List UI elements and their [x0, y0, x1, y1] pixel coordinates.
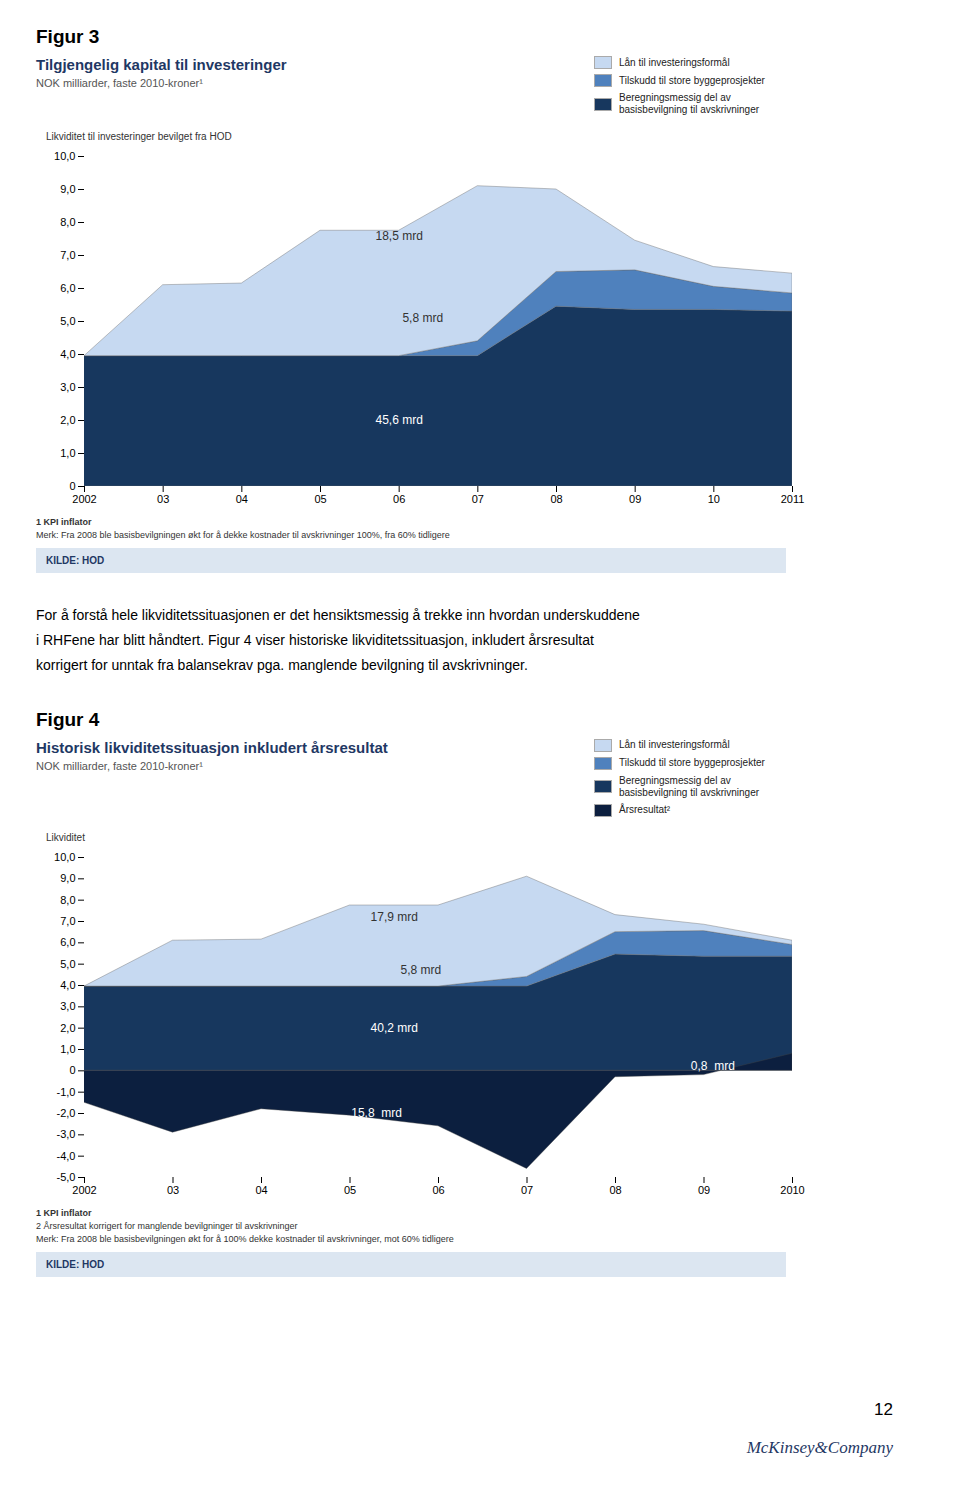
svg-text:08: 08 [609, 1184, 621, 1196]
svg-text:9,0: 9,0 [60, 183, 75, 195]
svg-text:2,0: 2,0 [60, 414, 75, 426]
svg-text:3,0: 3,0 [60, 381, 75, 393]
svg-text:10,0: 10,0 [54, 851, 75, 863]
html-text:McKinsey&Company: McKinsey&Company [746, 1438, 893, 1457]
svg-text:07: 07 [472, 493, 484, 505]
svg-text:09: 09 [629, 493, 641, 505]
svg-text:5,8 mrd: 5,8 mrd [402, 311, 443, 325]
svg-text:4,0: 4,0 [60, 979, 75, 991]
svg-text:18,5 mrd: 18,5 mrd [375, 229, 422, 243]
svg-text:6,0: 6,0 [60, 936, 75, 948]
html-text:1 KPI inflator: 1 KPI inflator [36, 1207, 92, 1218]
svg-text:2010: 2010 [780, 1184, 804, 1196]
html-text:2 Årsresultat korrigert for ma: 2 Årsresultat korrigert for manglende be… [36, 1220, 298, 1231]
html-text:Beregningsmessig del av basisb: Beregningsmessig del av basisbevilgning … [619, 92, 760, 115]
html-text:Merk: Fra 2008 ble basisbevilg: Merk: Fra 2008 ble basisbevilgningen økt… [36, 530, 450, 540]
svg-text:5,0: 5,0 [60, 957, 75, 969]
html-text:Årsresultat²: Årsresultat² [619, 804, 671, 816]
svg-text:-5,0: -5,0 [57, 1171, 76, 1183]
html-text:Lån til investeringsformål: Lån til investeringsformål [619, 739, 730, 751]
svg-text:05: 05 [344, 1184, 356, 1196]
svg-text:-3,0: -3,0 [57, 1128, 76, 1140]
svg-text:0: 0 [69, 480, 75, 492]
svg-text:17,9 mrd: 17,9 mrd [371, 910, 418, 924]
svg-text:40,2 mrd: 40,2 mrd [371, 1021, 418, 1035]
svg-text:2002: 2002 [72, 1184, 96, 1196]
html-text:Figur 3: Figur 3 [36, 26, 100, 47]
html-text:Figur 4: Figur 4 [36, 708, 100, 730]
svg-text:10: 10 [708, 493, 720, 505]
svg-text:7,0: 7,0 [60, 915, 75, 927]
svg-text:0: 0 [69, 1064, 75, 1076]
svg-text:45,6 mrd: 45,6 mrd [375, 413, 422, 427]
svg-text:06: 06 [432, 1184, 444, 1196]
svg-text:-1,0: -1,0 [57, 1085, 76, 1097]
html-text:KILDE: HOD: KILDE: HOD [46, 555, 105, 566]
svg-text:10,0: 10,0 [54, 150, 75, 162]
svg-text:8,0: 8,0 [60, 216, 75, 228]
svg-text:-4,0: -4,0 [57, 1149, 76, 1161]
html-text:Likviditet: Likviditet [46, 831, 85, 843]
svg-text:09: 09 [698, 1184, 710, 1196]
svg-text:04: 04 [255, 1184, 267, 1196]
svg-text:2002: 2002 [72, 493, 96, 505]
svg-text:6,0: 6,0 [60, 282, 75, 294]
html-text:1 KPI inflator: 1 KPI inflator [36, 517, 92, 527]
html-text:i RHFene har blitt håndtert. F: i RHFene har blitt håndtert. Figur 4 vis… [36, 632, 594, 649]
svg-text:5,8 mrd: 5,8 mrd [400, 963, 441, 977]
html-text:KILDE: HOD: KILDE: HOD [46, 1258, 105, 1270]
svg-text:1,0: 1,0 [60, 447, 75, 459]
html-text:Historisk likviditetssituasjon: Historisk likviditetssituasjon inkludert… [36, 738, 388, 756]
html-text:Merk: Fra 2008 ble basisbevilg: Merk: Fra 2008 ble basisbevilgningen økt… [36, 1233, 454, 1244]
html-text:Tilskudd til store byggeprosje: Tilskudd til store byggeprosjekter [619, 74, 765, 86]
html-text:Likviditet til investeringer b: Likviditet til investeringer bevilget fr… [46, 131, 232, 142]
html-text:12: 12 [874, 1400, 893, 1419]
svg-text:0,8 mrd: 0,8 mrd [691, 1059, 735, 1073]
html-text:Tilgjengelig kapital til inves: Tilgjengelig kapital til investeringer [36, 56, 287, 73]
svg-text:5,0: 5,0 [60, 315, 75, 327]
svg-text:-2,0: -2,0 [57, 1107, 76, 1119]
svg-text:08: 08 [550, 493, 562, 505]
html-text:NOK milliarder, faste 2010-kro: NOK milliarder, faste 2010-kroner¹ [36, 77, 203, 89]
svg-text:9,0: 9,0 [60, 872, 75, 884]
html-text:NOK milliarder, faste 2010-kro: NOK milliarder, faste 2010-kroner¹ [36, 759, 203, 772]
svg-text:05: 05 [314, 493, 326, 505]
svg-text:07: 07 [521, 1184, 533, 1196]
svg-text:7,0: 7,0 [60, 249, 75, 261]
html-text:Beregningsmessig del av basisb: Beregningsmessig del av basisbevilgning … [619, 774, 760, 798]
svg-text:4,0: 4,0 [60, 348, 75, 360]
html-text:For å forstå hele likviditetss: For å forstå hele likviditetssituasjonen… [36, 607, 640, 623]
html-text:Tilskudd til store byggeprosje: Tilskudd til store byggeprosjekter [619, 757, 765, 769]
html-text:korrigert for unntak fra balan: korrigert for unntak fra balansekrav pga… [36, 657, 528, 674]
html-text:Lån til investeringsformål: Lån til investeringsformål [619, 56, 730, 68]
svg-text:06: 06 [393, 493, 405, 505]
svg-text:03: 03 [167, 1184, 179, 1196]
svg-text:04: 04 [236, 493, 248, 505]
svg-text:2011: 2011 [781, 493, 805, 505]
svg-text:3,0: 3,0 [60, 1000, 75, 1012]
svg-text:2,0: 2,0 [60, 1021, 75, 1033]
svg-text:15,8 mrd: 15,8 mrd [351, 1106, 402, 1120]
svg-text:8,0: 8,0 [60, 893, 75, 905]
svg-text:1,0: 1,0 [60, 1043, 75, 1055]
svg-text:03: 03 [157, 493, 169, 505]
